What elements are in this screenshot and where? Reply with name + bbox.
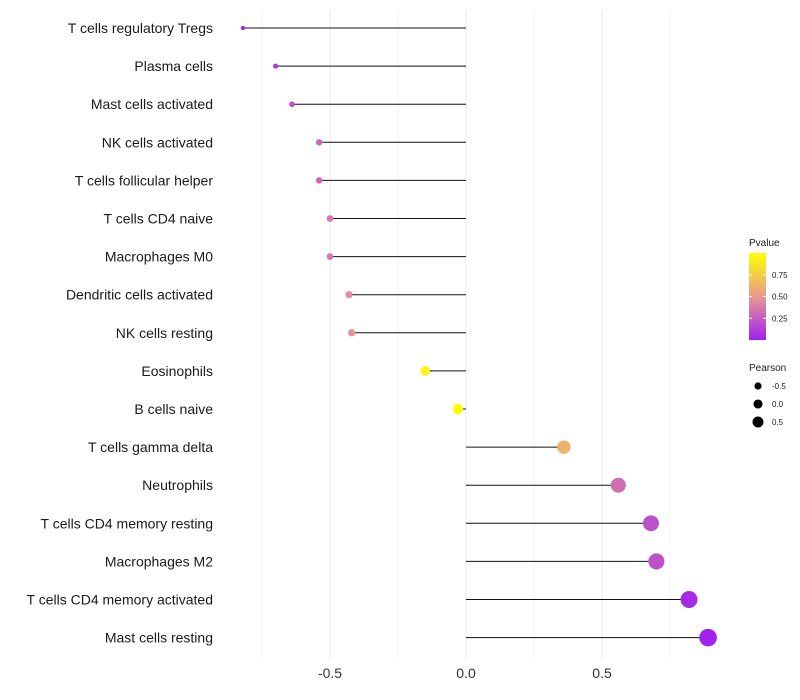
pvalue-colorbar xyxy=(749,253,766,340)
lollipop-stems xyxy=(242,27,709,639)
pearson-legend-title: Pearson xyxy=(749,363,786,374)
lollipop-point xyxy=(289,101,295,108)
category-label: B cells naive xyxy=(134,401,213,417)
category-label: T cells regulatory Tregs xyxy=(68,20,213,36)
category-label: Dendritic cells activated xyxy=(66,287,213,303)
lollipop-point xyxy=(348,329,356,337)
lollipop-point xyxy=(273,63,279,69)
lollipop-point xyxy=(610,477,626,493)
size-legend-label: 0.0 xyxy=(772,400,784,409)
size-legend-key xyxy=(752,416,764,428)
lollipop-points xyxy=(240,25,717,647)
colorbar-tick-label: 0.25 xyxy=(772,314,788,323)
lollipop-point xyxy=(315,177,323,184)
size-legend-label: 0.5 xyxy=(772,418,784,427)
x-tick-label: -0.5 xyxy=(318,665,342,681)
size-legend-label: -0.5 xyxy=(772,382,786,391)
x-tick-label: 0.0 xyxy=(456,665,476,681)
grid-lines xyxy=(261,10,671,660)
category-label: T cells CD4 naive xyxy=(104,211,214,227)
size-legend-key xyxy=(753,399,763,409)
lollipop-point xyxy=(240,25,246,31)
category-label: Mast cells activated xyxy=(91,96,213,112)
category-label: T cells follicular helper xyxy=(75,172,214,188)
category-label: T cells CD4 memory activated xyxy=(27,592,213,608)
lollipop-point xyxy=(557,440,571,454)
category-label: Macrophages M0 xyxy=(105,249,213,265)
category-label: Eosinophils xyxy=(141,363,213,379)
category-label: Mast cells resting xyxy=(105,630,213,646)
pvalue-legend-title: Pvalue xyxy=(749,238,780,249)
lollipop-point xyxy=(699,628,717,647)
x-axis-ticks: -0.5 0.0 0.5 xyxy=(318,665,612,681)
category-labels: T cells regulatory Tregs Plasma cells Mast… xyxy=(27,20,214,646)
category-label: Neutrophils xyxy=(142,477,213,493)
x-tick-label: 0.5 xyxy=(592,665,612,681)
category-label: T cells gamma delta xyxy=(88,439,213,455)
lollipop-point xyxy=(648,553,665,570)
lollipop-point xyxy=(345,291,353,299)
category-label: NK cells activated xyxy=(102,134,213,150)
lollipop-point xyxy=(326,215,334,222)
category-label: Macrophages M2 xyxy=(105,553,213,569)
lollipop-point xyxy=(420,366,430,376)
lollipop-point xyxy=(326,253,334,260)
lollipop-point xyxy=(680,590,698,609)
lollipop-point xyxy=(642,515,659,532)
pvalue-legend: Pvalue 0.75 0.50 0.25 xyxy=(749,238,788,340)
colorbar-tick-label: 0.75 xyxy=(772,271,788,280)
lollipop-point xyxy=(452,403,464,415)
size-legend-key xyxy=(754,382,762,390)
pearson-legend: Pearson -0.5 0.0 0.5 xyxy=(749,363,786,428)
category-label: T cells CD4 memory resting xyxy=(41,515,213,531)
lollipop-point xyxy=(315,139,323,146)
colorbar-tick-label: 0.50 xyxy=(772,293,788,302)
category-label: NK cells resting xyxy=(116,325,213,341)
category-label: Plasma cells xyxy=(134,58,213,74)
